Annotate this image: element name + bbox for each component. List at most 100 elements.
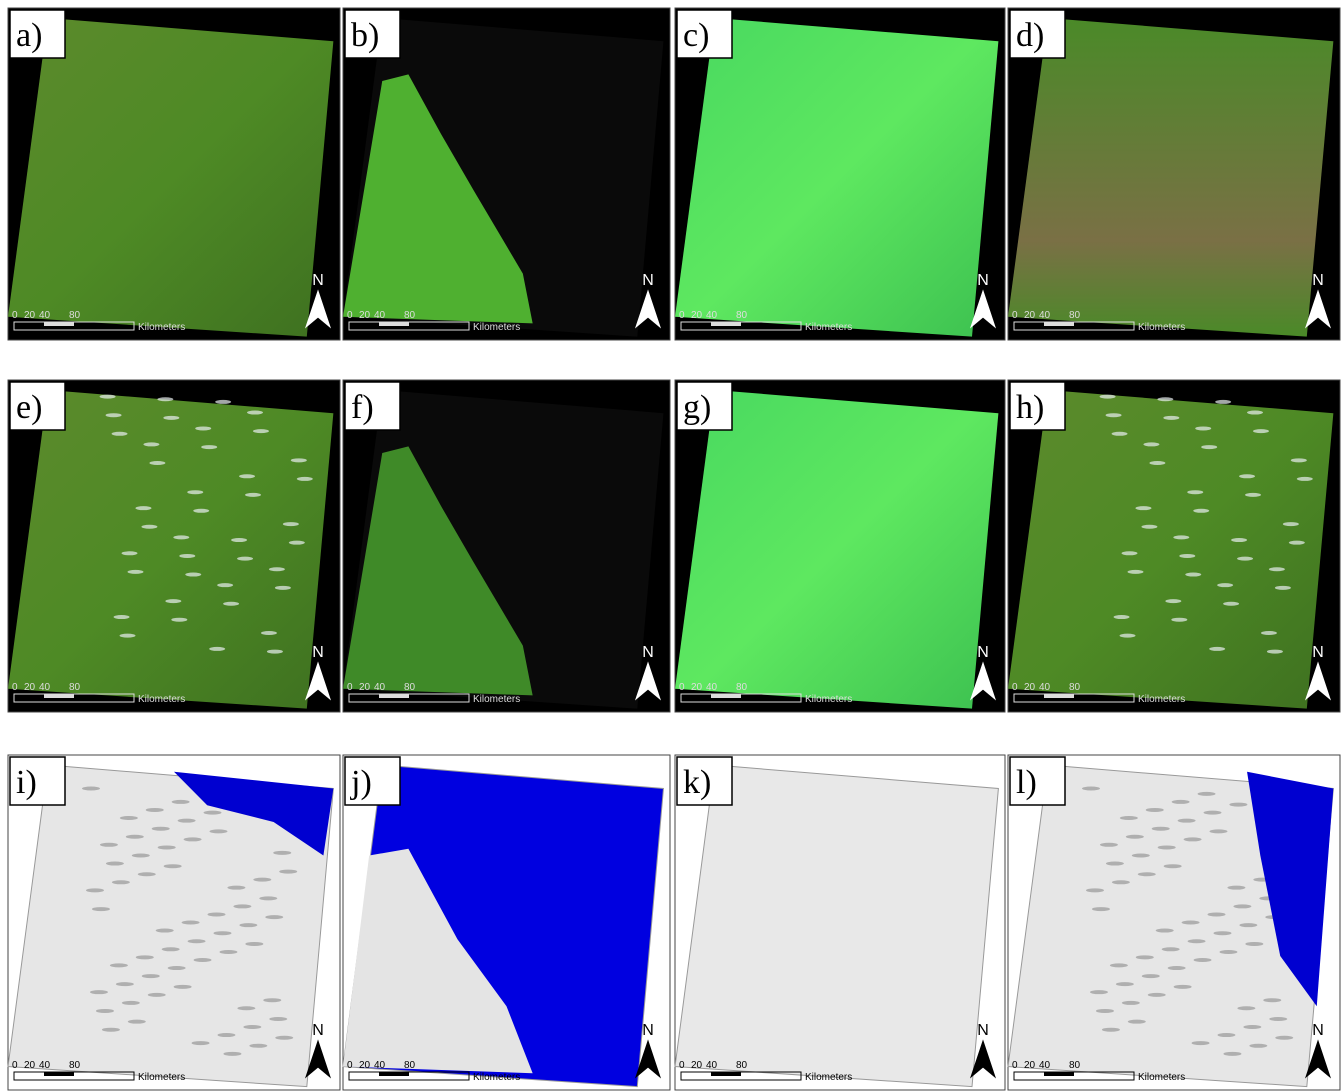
cloud xyxy=(1135,506,1151,510)
cloud-mask xyxy=(1120,816,1138,820)
cloud xyxy=(1165,599,1181,603)
cloud-mask xyxy=(184,837,202,841)
scale-label: 80 xyxy=(736,682,748,693)
page: {"panels": [ {"label": "a)", "scale_labe… xyxy=(0,0,1344,1092)
cloud-mask xyxy=(1122,1001,1140,1005)
scale-bar-segment xyxy=(711,1072,741,1076)
scale-label: 20 xyxy=(24,682,36,693)
cloud xyxy=(195,426,211,430)
cloud xyxy=(1173,535,1189,539)
cloud xyxy=(187,490,203,494)
cloud xyxy=(120,634,136,638)
scale-label: 80 xyxy=(69,682,81,693)
scale-label: 80 xyxy=(736,310,748,321)
cloud-mask xyxy=(1162,947,1180,951)
cloud xyxy=(1143,442,1159,446)
cloud xyxy=(1231,538,1247,542)
cloud xyxy=(215,400,231,404)
cloud-mask xyxy=(96,1009,114,1013)
cloud xyxy=(1239,474,1255,478)
scale-unit: Kilometers xyxy=(1138,322,1185,333)
cloud-mask xyxy=(182,921,200,925)
cloud-mask xyxy=(1110,963,1128,967)
cloud-mask xyxy=(259,896,277,900)
scale-label: 80 xyxy=(404,1060,416,1071)
cloud-mask xyxy=(1192,1041,1210,1045)
scale-unit: Kilometers xyxy=(138,322,185,333)
cloud-mask xyxy=(90,990,108,994)
cloud-mask xyxy=(219,950,237,954)
scale-label: 20 xyxy=(359,682,371,693)
scale-unit: Kilometers xyxy=(473,694,520,705)
cloud-mask xyxy=(1086,888,1104,892)
scale-bar-segment xyxy=(711,322,741,326)
cloud xyxy=(1120,634,1136,638)
north-label: N xyxy=(977,644,989,661)
scale-label: 20 xyxy=(1024,1060,1036,1071)
cloud xyxy=(173,535,189,539)
cloud xyxy=(1237,557,1253,561)
cloud-mask xyxy=(1194,958,1212,962)
cloud xyxy=(275,586,291,590)
cloud-mask xyxy=(1204,811,1222,815)
cloud xyxy=(1179,554,1195,558)
cloud xyxy=(1106,413,1122,417)
cloud-mask xyxy=(263,998,281,1002)
cloud-mask xyxy=(92,907,110,911)
panel-label: f) xyxy=(351,389,374,426)
panel: f)0204080KilometersN xyxy=(343,380,670,712)
cloud-mask xyxy=(164,864,182,868)
scale-label: 20 xyxy=(691,682,703,693)
cloud-mask xyxy=(207,912,225,916)
cloud-mask xyxy=(1168,966,1186,970)
scale-label: 0 xyxy=(1012,310,1018,321)
cloud xyxy=(237,557,253,561)
cloud-mask xyxy=(1245,942,1263,946)
cloud xyxy=(1127,570,1143,574)
cloud-mask xyxy=(1102,1028,1120,1032)
cloud xyxy=(217,583,233,587)
cloud-mask xyxy=(122,1001,140,1005)
cloud xyxy=(261,631,277,635)
cloud xyxy=(1275,586,1291,590)
cloud-mask xyxy=(1188,939,1206,943)
cloud-mask xyxy=(86,888,104,892)
image-footprint xyxy=(1008,390,1333,709)
cloud xyxy=(209,647,225,651)
scale-bar-segment xyxy=(44,322,74,326)
panel: l)0204080KilometersN xyxy=(1008,755,1340,1090)
cloud-mask xyxy=(138,872,156,876)
scale-label: 0 xyxy=(347,310,353,321)
panel-label: j) xyxy=(350,764,372,801)
panel: d)0204080KilometersN xyxy=(1008,8,1340,340)
cloud-mask xyxy=(128,1020,146,1024)
cloud xyxy=(114,615,130,619)
cloud-mask xyxy=(1152,827,1170,831)
cloud xyxy=(1195,426,1211,430)
cloud xyxy=(1223,602,1239,606)
panel-label: i) xyxy=(16,764,37,801)
cloud-mask xyxy=(188,939,206,943)
panel: j)0204080KilometersN xyxy=(343,755,670,1090)
cloud xyxy=(247,411,263,415)
scale-unit: Kilometers xyxy=(138,694,185,705)
cloud xyxy=(1112,432,1128,436)
cloud xyxy=(1247,411,1263,415)
cloud xyxy=(1253,429,1269,433)
cloud-mask xyxy=(1178,819,1196,823)
cloud-mask xyxy=(120,816,138,820)
cloud xyxy=(106,413,122,417)
cloud-mask xyxy=(1174,985,1192,989)
north-label: N xyxy=(1312,1022,1324,1039)
cloud-mask xyxy=(1213,931,1231,935)
scale-label: 0 xyxy=(679,682,685,693)
scale-bar-segment xyxy=(44,694,74,698)
cloud-mask xyxy=(168,966,186,970)
scale-bar-segment xyxy=(1044,322,1074,326)
scale-label: 40 xyxy=(374,1060,386,1071)
cloud-mask xyxy=(1219,950,1237,954)
scale-label: 40 xyxy=(706,310,718,321)
